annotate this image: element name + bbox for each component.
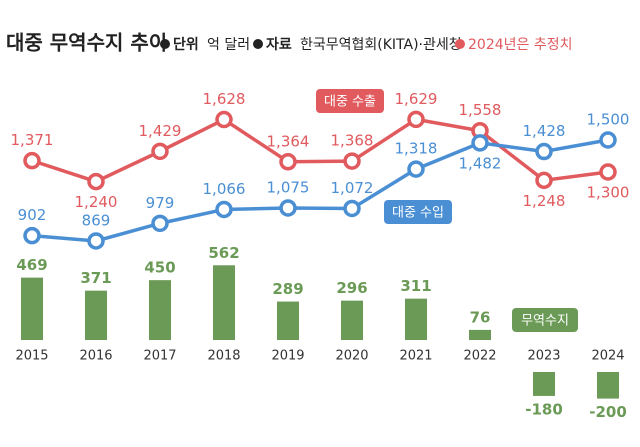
value-label: 1,364: [267, 132, 310, 150]
bar-label: 296: [336, 279, 367, 297]
series-tag-label: 대중 수입: [392, 206, 444, 221]
point: [407, 110, 425, 129]
bar-label: 562: [208, 244, 239, 262]
point: [215, 200, 233, 219]
x-tick-label: 2015: [15, 349, 48, 364]
bar: [533, 372, 555, 396]
value-label: 1,318: [395, 140, 438, 158]
note-label: 단위: [173, 36, 199, 53]
bar: [341, 300, 363, 340]
note-bullet: [160, 39, 170, 49]
x-tick-label: 2023: [527, 349, 560, 364]
value-label: 902: [18, 206, 47, 224]
value-label: 1,429: [139, 122, 182, 140]
bar-label: 76: [470, 308, 491, 326]
point: [343, 199, 361, 218]
x-tick-label: 2017: [143, 349, 176, 364]
bar-label: 469: [16, 256, 47, 274]
series-tag-label: 무역수지: [521, 314, 569, 329]
x-tick-label: 2019: [271, 349, 304, 364]
value-label: 1,075: [267, 179, 310, 197]
point: [23, 151, 41, 170]
point: [279, 153, 297, 171]
value-label: 1,558: [459, 101, 502, 119]
bar: [213, 265, 235, 340]
point: [599, 131, 617, 149]
point: [535, 142, 553, 161]
point: [215, 110, 233, 129]
bar: [277, 301, 299, 340]
x-tick-label: 2024: [591, 349, 624, 364]
bar: [149, 280, 171, 340]
line: [31, 138, 609, 243]
bar-label: -180: [525, 400, 563, 418]
point: [599, 163, 617, 181]
point: [279, 199, 297, 217]
bar-label: 289: [272, 280, 303, 298]
value-label: 1,428: [523, 122, 566, 140]
point: [151, 142, 169, 161]
point: [343, 152, 361, 170]
point: [87, 172, 105, 191]
value-label: 979: [146, 194, 175, 212]
bar: [469, 329, 491, 340]
x-tick-label: 2022: [463, 349, 496, 364]
note-bullet: [253, 39, 263, 49]
x-tick-label: 2018: [207, 349, 240, 364]
note-text: 한국무역협회(KITA)·관세청: [300, 37, 462, 53]
note-text: 2024년은 추정치: [468, 37, 572, 53]
bar: [85, 290, 107, 340]
note-label: 자료: [266, 37, 292, 53]
series-tag: [384, 200, 452, 224]
bar-label: -200: [589, 403, 627, 421]
value-label: 1,300: [587, 184, 630, 202]
point: [151, 214, 169, 233]
bar: [405, 298, 427, 340]
x-tick-label: 2021: [399, 349, 432, 364]
bar: [597, 372, 619, 399]
series-tag-label: 대중 수출: [324, 95, 376, 110]
chart-title: 대중 무역수지 추이: [6, 31, 167, 55]
value-label: 1,368: [331, 132, 374, 150]
bar-label: 311: [400, 277, 431, 295]
value-label: 1,628: [203, 90, 246, 108]
x-tick-label: 2016: [79, 349, 112, 364]
point: [535, 171, 553, 190]
point: [407, 160, 425, 178]
bar: [21, 277, 43, 340]
line: [31, 117, 609, 184]
note-bullet: [455, 39, 465, 49]
point: [23, 226, 41, 245]
bar-label: 371: [80, 269, 111, 287]
point: [471, 134, 489, 152]
value-label: 1,072: [331, 179, 374, 197]
note-text: 억 달러: [207, 37, 250, 53]
point: [87, 232, 105, 250]
value-label: 1,500: [587, 111, 630, 129]
value-label: 1,066: [203, 180, 246, 198]
value-label: 1,248: [523, 192, 566, 210]
value-label: 1,482: [459, 154, 502, 172]
bar-label: 450: [144, 259, 175, 277]
value-label: 1,240: [75, 193, 118, 211]
series-tag: [512, 308, 578, 332]
value-label: 1,371: [11, 131, 54, 149]
series-tag: [316, 89, 384, 113]
value-label: 1,629: [395, 90, 438, 108]
value-label: 869: [82, 211, 111, 229]
x-tick-label: 2020: [335, 349, 368, 364]
